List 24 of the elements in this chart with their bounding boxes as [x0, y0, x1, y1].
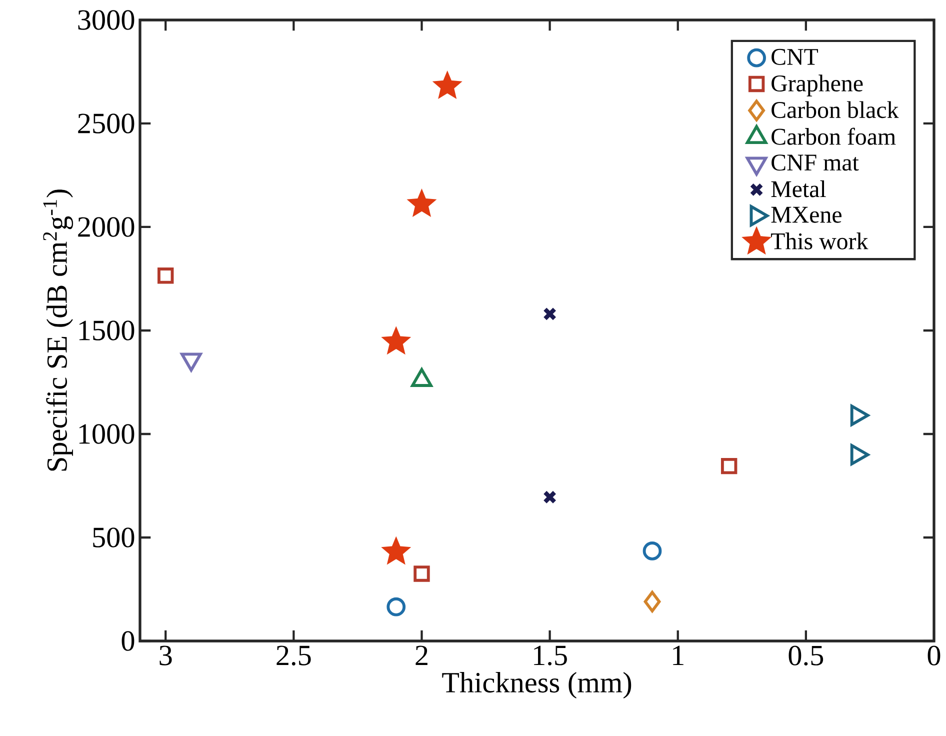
y-tick-label: 2500	[78, 114, 134, 134]
legend-label: CNF mat	[772, 154, 859, 171]
y-tick-label: 3000	[78, 10, 134, 30]
y-tick-label: 2000	[78, 217, 134, 237]
x-tick-label: 0	[928, 646, 940, 666]
x-tick-label: 2	[416, 646, 428, 666]
y-axis-title: Specific SE (dB cm$^{2}$g$^{-1}$)	[43, 190, 74, 471]
x-tick-label: 0.5	[788, 646, 824, 666]
legend-label: Carbon foam	[772, 128, 896, 145]
y-tick-label: 1000	[79, 424, 134, 444]
x-tick-label: 2.5	[276, 646, 311, 666]
legend-label: CNT	[772, 48, 818, 65]
x-tick-label: 3	[160, 646, 172, 666]
x-tick-label: 1.5	[534, 646, 567, 666]
y-tick-label: 1500	[79, 320, 134, 340]
legend-label: Graphene	[772, 74, 863, 96]
legend-label: Carbon black	[772, 101, 899, 118]
x-axis-title: Thickness (mm)	[442, 672, 632, 699]
y-tick-label: 500	[93, 528, 134, 548]
x-tick-label: 1	[673, 646, 684, 665]
y-tick-label: 0	[122, 631, 134, 651]
legend-label: MXene	[771, 206, 842, 223]
legend-label: Metal	[771, 180, 826, 198]
legend-label: This work	[771, 232, 868, 250]
